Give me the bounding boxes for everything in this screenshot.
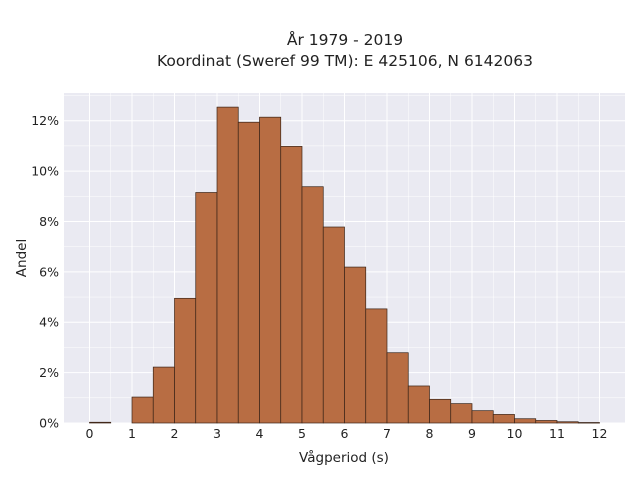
y-tick-label: 4% [39,315,59,330]
y-axis-label: Andel [14,239,30,277]
x-tick-label: 3 [213,426,221,441]
histogram-bar [174,297,197,424]
histogram-bar [429,398,452,424]
x-axis-label: Vågperiod (s) [299,449,389,466]
x-tick-label: 8 [426,426,434,441]
histogram-bar [556,421,579,424]
y-tick-label: 8% [39,214,59,229]
histogram-bar [237,121,260,424]
y-tick-label: 2% [39,365,59,380]
chart-title-line-2: Koordinat (Sweref 99 TM): E 425106, N 61… [157,52,533,70]
histogram-bar [195,192,218,424]
histogram-bar [471,410,494,424]
x-tick-label: 11 [549,426,565,441]
x-tick-label: 4 [256,426,264,441]
histogram-bar [216,106,239,424]
histogram-bar [514,418,537,424]
histogram-bar [577,422,600,424]
x-tick-label: 7 [383,426,391,441]
histogram-bar [344,266,367,424]
x-tick-label: 5 [298,426,306,441]
x-tick-label: 12 [592,426,608,441]
x-tick-label: 0 [86,426,94,441]
x-axis-ticks: 0 1 2 3 4 5 6 7 8 9 10 11 12 [86,426,608,441]
x-tick-label: 6 [341,426,349,441]
histogram-bar [535,420,558,424]
histogram-bar [89,421,112,424]
histogram-bar [280,146,303,424]
y-tick-label: 0% [39,416,59,431]
histogram-bar [131,396,154,424]
histogram-bar [365,308,388,424]
histogram-bar [301,186,324,424]
histogram-bar [259,116,282,424]
histogram-bar [492,414,515,424]
x-tick-label: 2 [171,426,179,441]
x-tick-label: 10 [507,426,523,441]
histogram-bar [407,385,430,424]
x-tick-label: 1 [128,426,136,441]
histogram-bar [450,403,473,424]
histogram-bars [89,106,600,424]
y-tick-label: 6% [39,264,59,279]
y-tick-label: 10% [31,164,59,179]
histogram-bar [386,352,409,424]
y-axis-ticks: 0% 2% 4% 6% 8% 10% 12% [31,113,59,430]
chart-title-line-1: År 1979 - 2019 [287,30,403,49]
x-tick-label: 9 [468,426,476,441]
histogram-bar [322,226,345,424]
y-tick-label: 12% [31,113,59,128]
histogram-bar [152,366,175,424]
